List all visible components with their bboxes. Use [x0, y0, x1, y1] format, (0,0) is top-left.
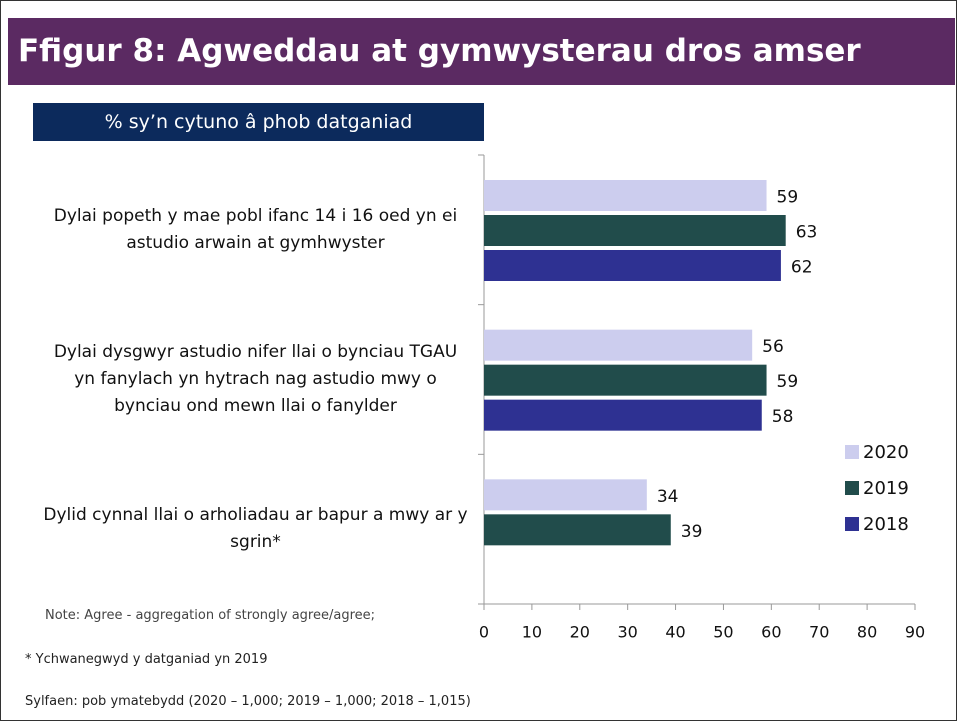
data-label: 59 [777, 188, 799, 208]
legend-label: 2020 [863, 442, 909, 463]
bar [484, 215, 786, 246]
legend-swatch [845, 481, 859, 495]
x-tick-label: 60 [761, 623, 781, 642]
data-label: 58 [772, 407, 794, 427]
category-label: Dylai popeth y mae pobl ifanc 14 i 16 oe… [53, 206, 458, 253]
x-tick-label: 80 [857, 623, 877, 642]
bar [484, 514, 671, 546]
legend-label: 2018 [863, 514, 909, 535]
data-label: 62 [791, 258, 813, 278]
data-label: 63 [796, 223, 818, 243]
x-tick-label: 70 [809, 623, 829, 642]
bar [484, 399, 762, 431]
bar [484, 250, 781, 281]
x-tick-label: 20 [570, 623, 590, 642]
bar [484, 364, 767, 396]
legend-swatch [845, 517, 859, 531]
note: * Ychwanegwyd y datganiad yn 2019 [25, 652, 268, 667]
x-tick-label: 30 [617, 623, 637, 642]
data-label: 59 [777, 372, 799, 392]
bar [484, 479, 647, 511]
note: Note: Agree - aggregation of strongly ag… [45, 608, 376, 623]
legend-label: 2019 [863, 478, 909, 499]
note: Sylfaen: pob ymatebydd (2020 – 1,000; 20… [25, 694, 471, 709]
x-tick-label: 10 [522, 623, 542, 642]
bar [484, 180, 767, 211]
chart-subtitle: % sy’n cytuno â phob datganiad [33, 103, 484, 141]
data-label: 56 [762, 337, 784, 357]
chart-title: Ffigur 8: Agweddau at gymwysterau dros a… [8, 18, 955, 85]
x-tick-label: 90 [905, 623, 925, 642]
legend-swatch [845, 445, 859, 459]
bar [484, 329, 753, 361]
x-tick-label: 0 [479, 623, 489, 642]
data-label: 34 [657, 487, 679, 507]
x-tick-label: 40 [665, 623, 685, 642]
data-label: 39 [681, 522, 703, 542]
x-tick-label: 50 [713, 623, 733, 642]
category-label: Dylid cynnal llai o arholiadau ar bapur … [43, 505, 468, 553]
category-label: Dylai dysgwyr astudio nifer llai o bynci… [53, 342, 458, 417]
